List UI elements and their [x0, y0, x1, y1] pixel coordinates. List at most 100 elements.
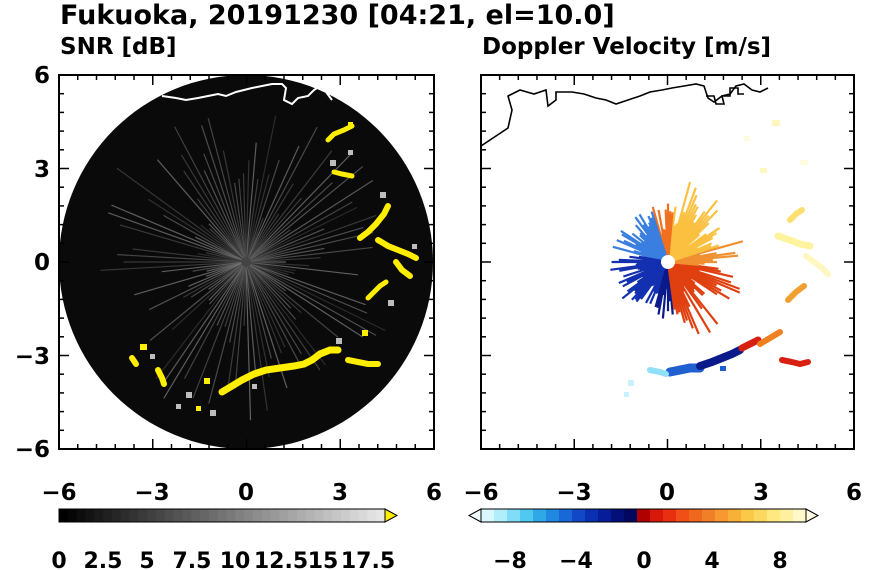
velocity-xtick-label: 6 [846, 480, 862, 506]
snr-colorbar-swatch [340, 509, 351, 522]
snr-clutter-ray [245, 261, 286, 348]
velocity-echoes [624, 120, 831, 397]
snr-echo-weak [388, 300, 394, 306]
snr-colorbar-swatch [235, 509, 245, 522]
vel-echo-right-yellow-2 [787, 207, 805, 223]
snr-colorbar-swatch [199, 509, 210, 522]
snr-clutter-ray [149, 261, 247, 342]
velocity-colorbar-swatch [676, 509, 690, 522]
snr-clutter-ray [216, 261, 247, 326]
snr-colorbar-swatch [261, 509, 271, 522]
snr-clutter-ray [245, 261, 252, 421]
snr-clutter-ray [245, 261, 302, 355]
snr-colorbar-swatch [226, 509, 236, 522]
snr-echo-weak [186, 392, 192, 398]
snr-clutter-ray [245, 115, 277, 263]
snr-colorbar-swatch [349, 509, 360, 522]
snr-clutter-ray [245, 261, 272, 359]
snr-colorbar-label: 2.5 [84, 549, 123, 570]
snr-echo-weak [412, 244, 417, 249]
velocity-colorbar-swatch [507, 509, 521, 522]
vel-echo-cell [744, 136, 750, 141]
snr-colorbar-swatch [173, 509, 183, 522]
snr-colorbar-swatch [147, 509, 157, 522]
snr-clutter-ray [245, 160, 250, 263]
vel-echo-cell [628, 380, 634, 386]
snr-clutter-ray [148, 261, 247, 311]
velocity-colorbar-swatch [585, 509, 599, 522]
snr-clutter-ray [183, 261, 247, 379]
snr-clutter-ray [245, 231, 374, 263]
velocity-colorbar-swatch [780, 509, 794, 522]
snr-clutter-ray [222, 150, 247, 263]
snr-echo-cell [204, 378, 210, 384]
snr-clutter-ray [245, 257, 321, 263]
snr-echoes [129, 122, 419, 416]
snr-clutter-ray [245, 159, 280, 263]
snr-xtick-label: 6 [426, 480, 442, 506]
snr-colorbar-swatch [367, 509, 377, 522]
snr-echo-lower-left-2 [155, 367, 167, 387]
snr-clutter-ray [203, 170, 247, 263]
snr-clutter-ray [183, 170, 247, 263]
snr-clutter-ray [229, 261, 247, 343]
snr-clutter-ray [245, 126, 318, 263]
snr-colorbar-label: 12.5 [254, 549, 308, 570]
velocity-colorbar-swatch [637, 509, 651, 522]
snr-echo-bottom-band-2 [345, 357, 381, 367]
snr-colorbar-label: 15 [308, 549, 339, 570]
snr-clutter-ray [245, 261, 377, 336]
snr-clutter-ray [245, 183, 294, 263]
snr-xtick-label: 3 [332, 480, 348, 506]
snr-clutter-ray [245, 261, 270, 378]
snr-clutter-ray [203, 153, 247, 263]
snr-clutter-ray [245, 261, 358, 276]
snr-clutter-ray [245, 261, 292, 309]
snr-echo-right-band-4 [365, 279, 389, 301]
snr-clutter-ray [245, 227, 364, 263]
velocity-colorbar-swatch [494, 509, 508, 522]
velocity-colorbar-label: 0 [636, 549, 651, 570]
snr-clutter-ray [245, 261, 321, 371]
snr-clutter-ray [192, 261, 247, 399]
snr-clutter-ray [234, 261, 247, 389]
snr-colorbar-swatch [358, 509, 368, 522]
snr-clutter-ray [163, 261, 247, 399]
snr-clutter-ray [245, 206, 358, 263]
snr-clutter-ray [245, 261, 283, 354]
snr-xtick-label: 0 [238, 480, 254, 506]
snr-colorbar-swatch [155, 509, 166, 522]
snr-clutter-ray [245, 150, 333, 263]
snr-clutter-ray [245, 261, 339, 338]
snr-clutter-ray [208, 261, 247, 404]
snr-xtick-label: −6 [41, 480, 76, 506]
snr-clutter-ray [245, 174, 270, 263]
snr-clutter-ray [245, 261, 309, 267]
snr-clutter-ray [132, 248, 247, 263]
snr-clutter-rays [100, 115, 386, 421]
velocity-colorbar-label: 8 [772, 549, 787, 570]
snr-clutter-ray [119, 224, 247, 263]
vel-echo-cell [760, 168, 767, 173]
snr-clutter-ray [156, 159, 247, 263]
snr-colorbar-swatch [323, 509, 333, 522]
vel-echo-cell [624, 392, 629, 397]
snr-echo-weak [348, 150, 353, 155]
velocity-colorbar-extend-max [805, 508, 820, 523]
snr-echo-lower-left [129, 355, 139, 367]
snr-colorbar-swatch [94, 509, 104, 522]
velocity-axis-ticks [480, 74, 855, 450]
velocity-xtick-label: −6 [463, 480, 498, 506]
snr-clutter-ray [245, 228, 325, 263]
snr-coastline [161, 83, 333, 106]
snr-clutter-ray [108, 212, 247, 263]
snr-echo-cell [362, 330, 368, 336]
snr-echo-weak [330, 160, 336, 166]
velocity-colorbar-label: −8 [493, 549, 527, 570]
snr-clutter-ray [190, 261, 247, 298]
snr-clutter-ray [245, 261, 268, 411]
snr-clutter-ray [245, 247, 325, 263]
snr-panel: −6 −3 0 3 6 6 3 0 −3 −6 [15, 63, 442, 506]
snr-axis-ticks [58, 74, 435, 450]
velocity-colorbar-swatch [767, 509, 781, 522]
